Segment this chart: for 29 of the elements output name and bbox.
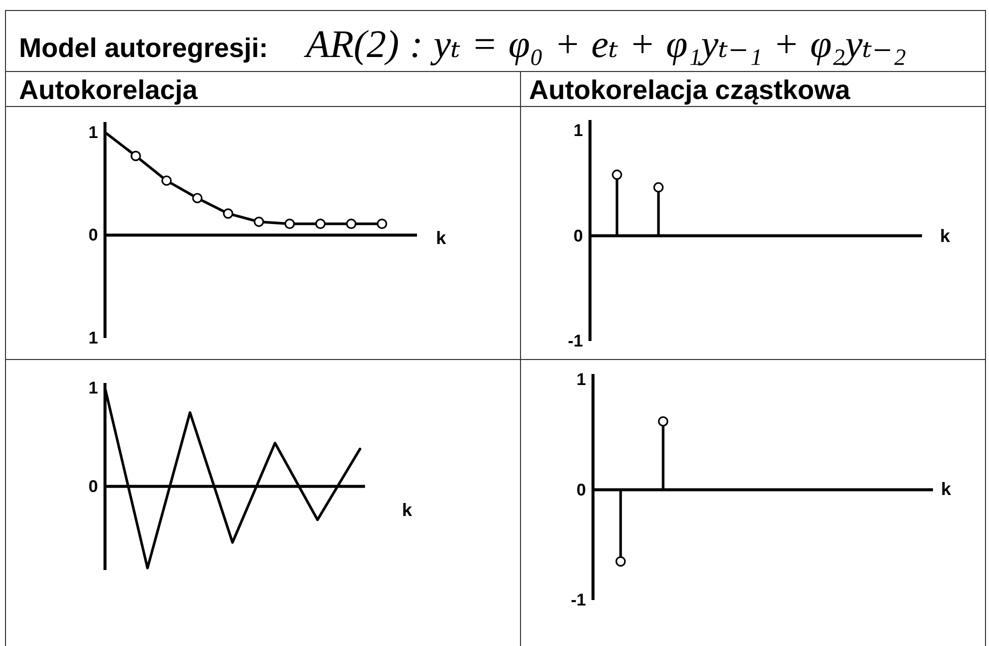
chart-title: Autokorelacja cząstkowa [529, 75, 852, 105]
text: Model autoregresji: [19, 33, 268, 63]
point [192, 192, 203, 204]
line-series [104, 386, 362, 570]
point [376, 218, 388, 229]
y-tick-label: 1 [88, 378, 98, 398]
point [222, 208, 234, 219]
chart-title: Autokorelacja [19, 75, 199, 105]
y-tick-label: 1 [88, 122, 98, 142]
point [315, 218, 326, 229]
x-axis-title: k [940, 226, 951, 246]
y-tick-label: 0 [574, 226, 583, 246]
y-tick-label: 1 [576, 370, 586, 390]
x-axis-title: k [940, 479, 952, 499]
y-tick-label: 0 [88, 476, 98, 496]
point [161, 175, 172, 186]
y-tick-label: 1 [88, 328, 98, 348]
x-axis-title: k [436, 228, 447, 248]
point [130, 150, 141, 162]
point [284, 218, 295, 229]
y-tick-label: 0 [88, 226, 98, 245]
y-tick-label: -1 [568, 332, 583, 350]
text: AR(2) : yₜ = φ₀ + eₜ + φ₁yₜ₋₁ + φ₂yₜ₋₂ [303, 23, 906, 66]
x-axis-title: k [402, 500, 413, 520]
y-tick-label: -1 [570, 590, 586, 610]
y-tick-label: 0 [576, 480, 586, 500]
point [346, 218, 356, 229]
y-tick-label: 1 [574, 121, 583, 140]
point [254, 216, 264, 227]
